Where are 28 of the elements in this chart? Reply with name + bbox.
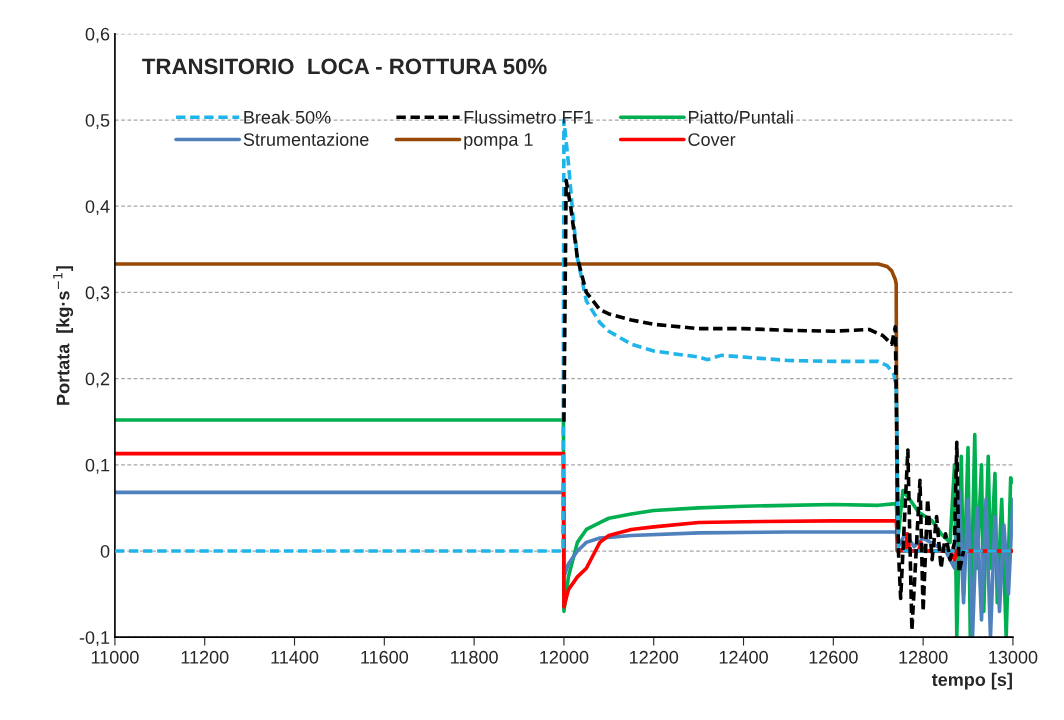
x-tick-label: 13000 [989,650,1038,664]
x-tick-label: 11000 [91,650,139,664]
x-tick-label: 11400 [271,650,319,664]
y-tick-label: -0,1 [79,631,110,647]
y-tick-label: 0,5 [85,113,110,129]
x-tick-label: 12800 [899,650,948,664]
x-tick-label: 12200 [630,650,679,664]
y-tick-label: 0,1 [85,458,110,474]
legend-label: Cover [688,133,736,146]
text: TRANSITORIO LOCA - ROTTURA 50% [142,58,547,75]
legend-label: Strumentazione [243,132,369,146]
legend-label: Flussimetro FF1 [464,110,593,124]
x-tick-label: 11800 [451,650,498,664]
x-tick-label: 11600 [361,650,409,664]
y-axis-title: Portata [kg·s$^{−1}$] [53,266,74,405]
x-axis-title: tempo [s] [931,672,1012,690]
y-tick-label: 0,2 [85,372,110,388]
y-tick-label: 0 [100,544,110,558]
x-tick-label: 12600 [809,650,858,664]
legend-label: Piatto/Puntali [688,110,793,124]
x-tick-label: 12000 [540,650,589,664]
y-tick-label: 0,4 [85,200,110,216]
legend-label: Break 50% [244,110,331,124]
y-tick-label: 0,3 [85,286,110,302]
x-tick-label: 12400 [719,650,768,664]
legend-label: pompa 1 [464,133,533,150]
y-tick-label: 0,6 [85,27,110,43]
x-tick-label: 11200 [181,650,229,664]
